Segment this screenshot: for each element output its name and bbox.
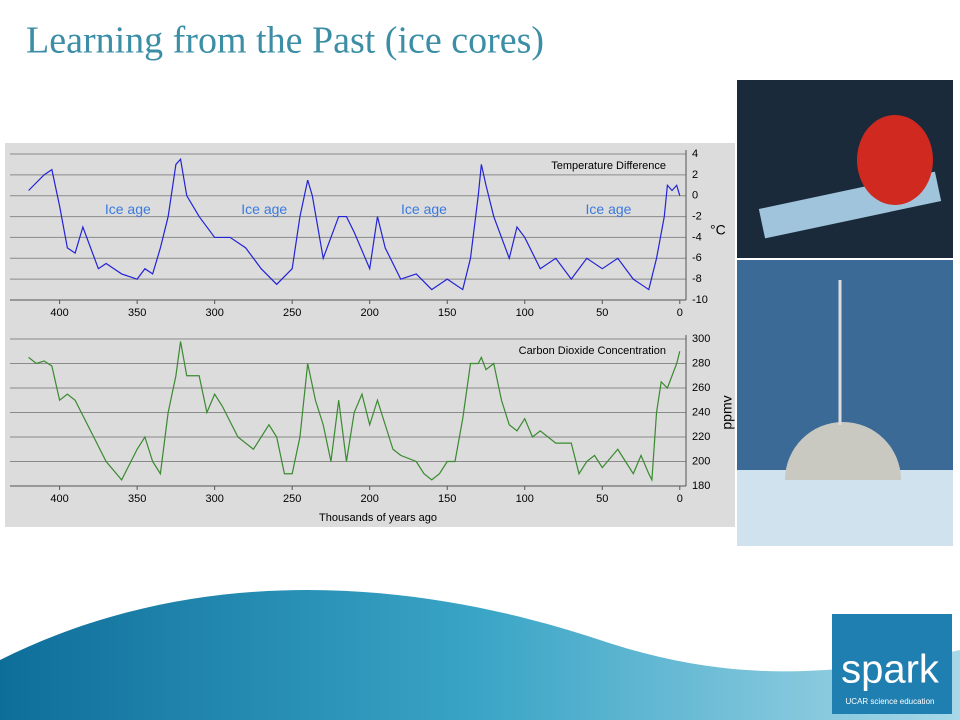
x-axis-label: Thousands of years ago — [319, 512, 437, 524]
photo-snow — [737, 470, 953, 546]
x-tick-label: 200 — [361, 493, 379, 505]
y-tick-label: 260 — [692, 382, 710, 394]
y-tick-label: -10 — [692, 294, 708, 306]
y-tick-label: -8 — [692, 273, 702, 285]
annotation: Ice age — [586, 201, 632, 217]
x-tick-label: 50 — [596, 307, 608, 319]
y-tick-label: -4 — [692, 231, 702, 243]
x-tick-label: 250 — [283, 493, 301, 505]
x-tick-label: 100 — [516, 307, 534, 319]
logo-tagline: UCAR science education — [846, 697, 935, 706]
y-tick-label: -2 — [692, 210, 702, 222]
y-tick-label: 0 — [692, 190, 698, 202]
y-axis-label: ppmv — [719, 395, 735, 429]
logo-box — [832, 614, 952, 714]
annotation: Ice age — [241, 201, 287, 217]
x-tick-label: 100 — [516, 493, 534, 505]
y-axis-label: °C — [710, 222, 726, 238]
x-tick-label: 300 — [205, 307, 223, 319]
wave — [0, 590, 960, 720]
y-tick-label: 220 — [692, 431, 710, 443]
y-tick-label: 200 — [692, 455, 710, 467]
y-tick-label: 2 — [692, 169, 698, 181]
chart-panel — [5, 143, 735, 527]
x-tick-label: 400 — [50, 493, 68, 505]
x-tick-label: 50 — [596, 493, 608, 505]
y-tick-label: 300 — [692, 333, 710, 345]
x-tick-label: 400 — [50, 307, 68, 319]
x-tick-label: 150 — [438, 493, 456, 505]
annotation: Ice age — [401, 201, 447, 217]
data-line — [28, 157, 681, 291]
x-tick-label: 350 — [128, 307, 146, 319]
data-line — [28, 341, 681, 483]
photo-dome — [785, 422, 901, 480]
x-tick-label: 0 — [677, 307, 683, 319]
slide-title: Learning from the Past (ice cores) — [26, 20, 544, 62]
logo-name: spark — [841, 648, 940, 692]
x-tick-label: 250 — [283, 307, 301, 319]
y-tick-label: 4 — [692, 148, 698, 160]
annotation: Ice age — [105, 201, 151, 217]
photo-person — [857, 115, 933, 205]
chart-title: Carbon Dioxide Concentration — [519, 345, 666, 357]
x-tick-label: 200 — [361, 307, 379, 319]
y-tick-label: 280 — [692, 357, 710, 369]
x-tick-label: 150 — [438, 307, 456, 319]
x-tick-label: 0 — [677, 493, 683, 505]
y-tick-label: 180 — [692, 480, 710, 492]
chart-title: Temperature Difference — [551, 160, 666, 172]
y-tick-label: -6 — [692, 252, 702, 264]
x-tick-label: 300 — [205, 493, 223, 505]
y-tick-label: 240 — [692, 406, 710, 418]
x-tick-label: 350 — [128, 493, 146, 505]
